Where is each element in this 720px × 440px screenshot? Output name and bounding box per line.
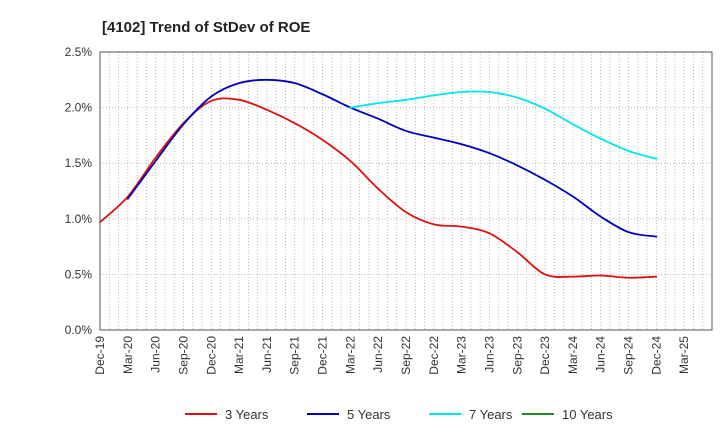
x-tick-label: Jun-21 <box>260 336 274 373</box>
legend-label: 3 Years <box>225 407 269 422</box>
legend-item-3-years: 3 Years <box>185 407 269 422</box>
legend-label: 10 Years <box>562 407 613 422</box>
x-tick-label: Jun-23 <box>482 336 496 373</box>
y-tick-label: 2.5% <box>65 45 93 59</box>
y-tick-label: 2.0% <box>65 101 93 115</box>
y-tick-label: 1.5% <box>65 156 93 170</box>
legend-item-7-years: 7 Years <box>429 407 513 422</box>
x-tick-label: Dec-22 <box>427 336 441 375</box>
chart-title: [4102] Trend of StDev of ROE <box>102 19 310 36</box>
x-tick-label: Mar-21 <box>232 336 246 374</box>
x-tick-label: Jun-24 <box>594 336 608 373</box>
x-tick-label: Jun-20 <box>149 336 163 373</box>
legend-label: 7 Years <box>469 407 513 422</box>
series-lines <box>99 78 658 279</box>
x-tick-label: Dec-24 <box>649 336 663 375</box>
x-tick-label: Sep-20 <box>176 336 190 375</box>
x-tick-label: Mar-25 <box>677 336 691 374</box>
x-tick-label: Dec-21 <box>316 336 330 375</box>
legend: 3 Years 5 Years 7 Years 10 Years <box>185 407 613 422</box>
x-tick-label: Sep-21 <box>288 336 302 375</box>
series-line-7-years <box>349 90 658 160</box>
x-tick-label: Mar-24 <box>566 336 580 374</box>
plot-border <box>99 51 713 331</box>
x-tick-label: Sep-24 <box>622 336 636 375</box>
y-tick-label: 1.0% <box>65 212 93 226</box>
x-tick-label: Sep-23 <box>510 336 524 375</box>
x-tick-label: Mar-22 <box>343 336 357 374</box>
x-tick-label: Dec-19 <box>93 336 107 375</box>
x-axis-ticks: Dec-19 Mar-20 Jun-20 Sep-20 Dec-20 Mar-21 Jun-… <box>93 336 691 375</box>
x-tick-label: Dec-20 <box>204 336 218 375</box>
x-tick-label: Dec-23 <box>538 336 552 375</box>
y-tick-label: 0.0% <box>65 323 93 337</box>
y-axis-ticks: 0.0% 0.5% 1.0% 1.5% 2.0% 2.5% <box>65 45 93 337</box>
legend-label: 5 Years <box>347 407 391 422</box>
legend-item-10-years: 10 Years <box>522 407 613 422</box>
x-tick-label: Mar-23 <box>455 336 469 374</box>
legend-item-5-years: 5 Years <box>307 407 391 422</box>
x-tick-label: Mar-20 <box>121 336 135 374</box>
x-tick-label: Jun-22 <box>371 336 385 373</box>
series-line-5-years <box>126 78 658 238</box>
y-tick-label: 0.5% <box>65 267 93 281</box>
x-tick-label: Sep-22 <box>399 336 413 375</box>
plot-area <box>99 51 713 331</box>
